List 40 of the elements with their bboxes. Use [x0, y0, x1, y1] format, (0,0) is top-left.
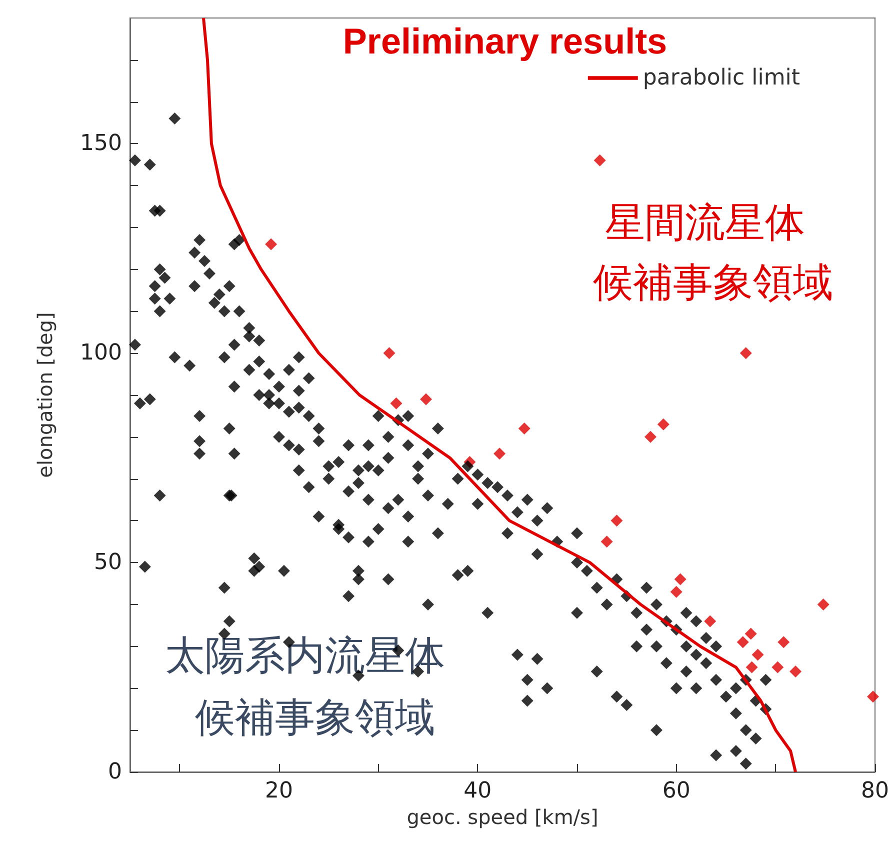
chart-title: Preliminary results: [342, 20, 668, 62]
point: [817, 598, 830, 610]
point: [746, 661, 758, 674]
point: [420, 393, 432, 406]
x-tick-label: 40: [464, 778, 492, 804]
point: [736, 636, 749, 648]
point: [657, 418, 670, 430]
x-tick-label: 20: [265, 778, 293, 804]
y-tick-label: 50: [94, 550, 122, 576]
annotation: 候補事象領域: [195, 695, 435, 741]
x-tick-label: 60: [662, 778, 690, 804]
point: [670, 586, 682, 598]
point: [704, 615, 716, 628]
annotation: 候補事象領域: [593, 260, 833, 306]
point: [494, 448, 506, 460]
point: [594, 154, 606, 166]
point: [744, 628, 757, 640]
point: [740, 347, 752, 360]
y-tick-label: 100: [80, 340, 122, 366]
y-tick-label: 150: [80, 131, 122, 156]
point: [383, 347, 396, 360]
point: [390, 397, 402, 410]
annotation: 星間流星体: [605, 200, 805, 246]
point: [610, 514, 623, 527]
x-axis-title: geoc. speed [km/s]: [406, 804, 598, 829]
y-tick-label: 0: [108, 760, 122, 784]
point: [674, 573, 686, 586]
point: [778, 636, 790, 648]
point: [772, 661, 784, 674]
x-tick-label: 80: [861, 778, 889, 804]
y-axis-title: elongation [deg]: [33, 312, 57, 478]
point: [518, 422, 530, 435]
point: [265, 238, 278, 250]
point: [752, 648, 764, 661]
point: [600, 536, 613, 548]
legend-label: parabolic limit: [642, 66, 800, 90]
annotation: 太陽系内流星体: [165, 633, 445, 679]
point: [790, 665, 802, 678]
point: [644, 430, 657, 443]
point: [867, 690, 880, 703]
